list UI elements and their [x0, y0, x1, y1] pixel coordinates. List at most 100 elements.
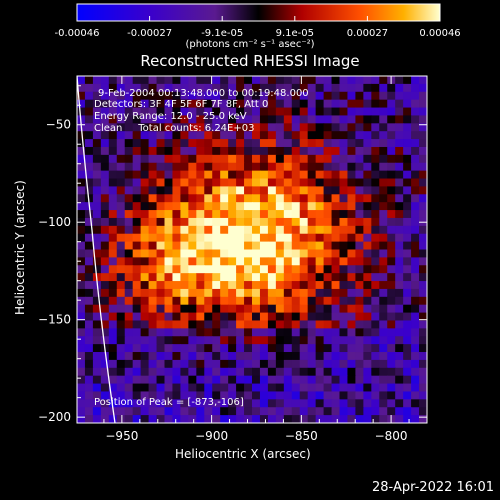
heatmap-cell [363, 107, 372, 117]
heatmap-cell [92, 131, 102, 140]
heatmap-cell [77, 391, 86, 400]
heatmap-cell [339, 139, 349, 148]
heatmap-cell [259, 288, 269, 298]
heatmap-cell [77, 399, 86, 408]
heatmap-cell [116, 415, 126, 423]
heatmap-cell [204, 257, 213, 266]
heatmap-cell [411, 328, 420, 337]
heatmap-cell [84, 139, 94, 148]
heatmap-cell [395, 399, 404, 408]
heatmap-cell [323, 407, 333, 416]
heatmap-cell [363, 154, 372, 164]
heatmap-cell [140, 407, 150, 416]
heatmap-cell [108, 352, 118, 361]
heatmap-cell [100, 375, 110, 385]
heatmap-cell [132, 273, 142, 282]
heatmap-cell [419, 281, 427, 290]
heatmap-cell [92, 225, 102, 235]
heatmap-cell [180, 415, 189, 423]
heatmap-cell [283, 407, 293, 416]
heatmap-cell [347, 281, 356, 290]
heatmap-cell [132, 328, 142, 337]
heatmap-cell [259, 415, 269, 423]
heatmap-cell [124, 217, 134, 227]
heatmap-cell [379, 154, 388, 164]
heatmap-cell [236, 83, 245, 93]
heatmap-cell [220, 194, 229, 203]
heatmap-cell [108, 233, 118, 243]
heatmap-cell [379, 115, 388, 124]
heatmap-cell [212, 91, 221, 101]
heatmap-cell [283, 312, 293, 322]
heatmap-cell [156, 328, 166, 337]
heatmap-cell [140, 399, 150, 408]
heatmap-cell [84, 225, 94, 235]
heatmap-cell [323, 375, 333, 385]
heatmap-cell [116, 154, 126, 164]
heatmap-cell [315, 170, 325, 180]
heatmap-cell [244, 352, 253, 361]
heatmap-cell [307, 225, 317, 235]
heatmap-cell [220, 233, 229, 243]
heatmap-cell [196, 296, 205, 306]
heatmap-cell [395, 146, 404, 156]
heatmap-cell [180, 225, 189, 235]
heatmap-cell [132, 162, 142, 172]
heatmap-cell [100, 296, 110, 306]
heatmap-cell [323, 170, 333, 180]
heatmap-cell [403, 107, 412, 117]
heatmap-cell [331, 202, 341, 211]
heatmap-cell [236, 162, 245, 172]
heatmap-cell [395, 241, 404, 251]
heatmap-cell [228, 328, 237, 337]
heatmap-cell [267, 352, 277, 361]
heatmap-cell [140, 296, 150, 306]
heatmap-cell [331, 170, 341, 180]
heatmap-cell [323, 76, 333, 85]
heatmap-cell [267, 241, 277, 251]
heatmap-cell [371, 383, 380, 393]
heatmap-cell [299, 328, 309, 337]
heatmap-cell [220, 178, 229, 188]
heatmap-cell [244, 344, 253, 353]
heatmap-cell [283, 123, 293, 132]
heatmap-cell [204, 131, 213, 140]
heatmap-cell [172, 257, 181, 266]
heatmap-cell [180, 217, 189, 227]
heatmap-cell [100, 225, 110, 235]
heatmap-cell [419, 312, 427, 322]
heatmap-cell [77, 359, 86, 369]
heatmap-cell [148, 383, 158, 393]
heatmap-cell [156, 115, 166, 124]
footer-date: 28-Apr-2022 16:01 [372, 480, 494, 495]
heatmap-cell [355, 281, 364, 290]
heatmap-cell [236, 139, 245, 148]
heatmap-cell [172, 249, 181, 258]
heatmap-cell [196, 217, 205, 227]
heatmap-cell [84, 162, 94, 172]
heatmap-cell [347, 391, 356, 400]
heatmap-cell [331, 154, 341, 164]
heatmap-cell [92, 139, 102, 148]
heatmap-cell [331, 399, 341, 408]
heatmap-cell [100, 217, 110, 227]
heatmap-cell [283, 217, 293, 227]
heatmap-cell [140, 352, 150, 361]
heatmap-cell [164, 273, 174, 282]
heatmap-cell [188, 123, 197, 132]
heatmap-cell [387, 352, 396, 361]
heatmap-cell [164, 194, 174, 203]
heatmap-cell [116, 194, 126, 203]
heatmap-cell [108, 391, 118, 400]
heatmap-cell [84, 154, 94, 164]
heatmap-cell [347, 265, 356, 274]
heatmap-cell [387, 83, 396, 93]
heatmap-cell [124, 233, 134, 243]
heatmap-cell [307, 170, 317, 180]
heatmap-cell [371, 375, 380, 385]
heatmap-cell [188, 352, 197, 361]
heatmap-cell [323, 281, 333, 290]
heatmap-cell [275, 146, 285, 156]
heatmap-cell [363, 273, 372, 282]
heatmap-cell [387, 91, 396, 101]
